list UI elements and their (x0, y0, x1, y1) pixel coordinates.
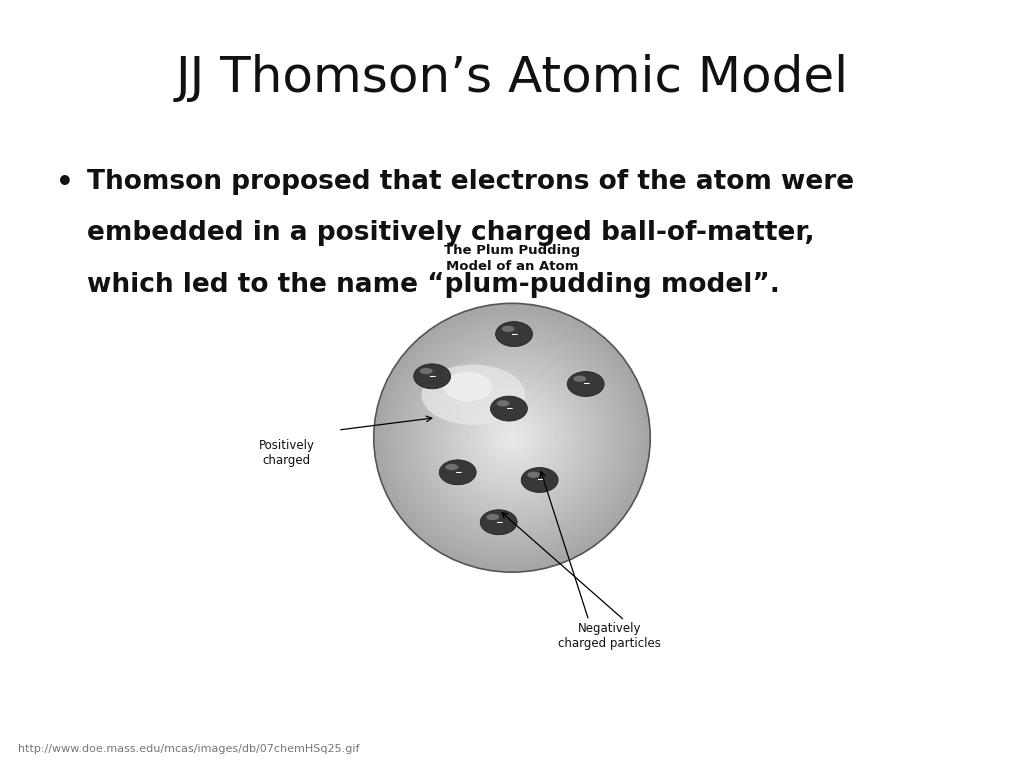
Text: •: • (56, 169, 74, 197)
Ellipse shape (481, 408, 543, 468)
Ellipse shape (420, 368, 433, 374)
Text: Thomson proposed that electrons of the atom were: Thomson proposed that electrons of the a… (87, 169, 854, 195)
Ellipse shape (477, 404, 547, 472)
Text: The Plum Pudding
Model of an Atom: The Plum Pudding Model of an Atom (444, 243, 580, 273)
Ellipse shape (521, 468, 558, 492)
Ellipse shape (422, 365, 525, 425)
Ellipse shape (454, 381, 570, 495)
Ellipse shape (401, 330, 623, 545)
Ellipse shape (439, 460, 476, 485)
Ellipse shape (414, 364, 451, 389)
Ellipse shape (486, 514, 500, 520)
Ellipse shape (480, 510, 517, 535)
Text: Negatively
charged particles: Negatively charged particles (558, 622, 660, 650)
Ellipse shape (496, 322, 532, 346)
Ellipse shape (446, 374, 578, 502)
Text: which led to the name “plum-pudding model”.: which led to the name “plum-pudding mode… (87, 272, 780, 298)
Ellipse shape (498, 424, 526, 452)
Ellipse shape (429, 357, 595, 518)
Ellipse shape (450, 377, 574, 498)
Ellipse shape (509, 435, 515, 441)
Ellipse shape (416, 344, 608, 531)
Ellipse shape (505, 431, 519, 445)
Ellipse shape (567, 372, 604, 396)
Ellipse shape (404, 333, 620, 542)
Text: −: − (536, 475, 544, 485)
Ellipse shape (457, 384, 567, 492)
Ellipse shape (460, 387, 564, 488)
Ellipse shape (387, 316, 637, 559)
Ellipse shape (484, 411, 540, 465)
Ellipse shape (381, 310, 643, 565)
Text: −: − (582, 379, 590, 389)
Ellipse shape (398, 327, 626, 548)
Ellipse shape (487, 414, 537, 462)
Ellipse shape (502, 326, 515, 332)
Ellipse shape (502, 428, 522, 448)
Ellipse shape (377, 306, 647, 569)
Ellipse shape (471, 398, 553, 478)
Ellipse shape (412, 340, 612, 535)
Ellipse shape (527, 472, 541, 478)
Ellipse shape (419, 347, 605, 528)
Ellipse shape (436, 364, 588, 511)
Ellipse shape (409, 337, 615, 538)
Ellipse shape (391, 320, 633, 555)
Text: JJ Thomson’s Atomic Model: JJ Thomson’s Atomic Model (175, 54, 849, 102)
Ellipse shape (464, 391, 560, 485)
Ellipse shape (445, 464, 459, 470)
Ellipse shape (443, 372, 492, 402)
Text: embedded in a positively charged ball-of-matter,: embedded in a positively charged ball-of… (87, 220, 815, 247)
Ellipse shape (374, 303, 650, 572)
Ellipse shape (439, 367, 585, 508)
Text: −: − (495, 518, 503, 527)
Text: −: − (510, 329, 518, 339)
Text: http://www.doe.mass.edu/mcas/images/db/07chemHSq25.gif: http://www.doe.mass.edu/mcas/images/db/0… (18, 744, 359, 754)
Ellipse shape (394, 323, 630, 552)
Ellipse shape (384, 313, 640, 562)
Ellipse shape (573, 376, 587, 382)
Ellipse shape (422, 350, 602, 525)
Ellipse shape (426, 354, 598, 521)
Ellipse shape (467, 394, 557, 482)
Ellipse shape (442, 371, 582, 505)
Ellipse shape (492, 418, 532, 458)
Text: −: − (454, 468, 462, 477)
Ellipse shape (497, 400, 510, 406)
Text: −: − (428, 372, 436, 381)
Ellipse shape (432, 360, 592, 515)
Ellipse shape (490, 396, 527, 421)
Ellipse shape (474, 401, 550, 475)
Text: Positively
charged: Positively charged (259, 439, 314, 467)
Ellipse shape (495, 421, 529, 455)
Text: −: − (505, 404, 513, 413)
